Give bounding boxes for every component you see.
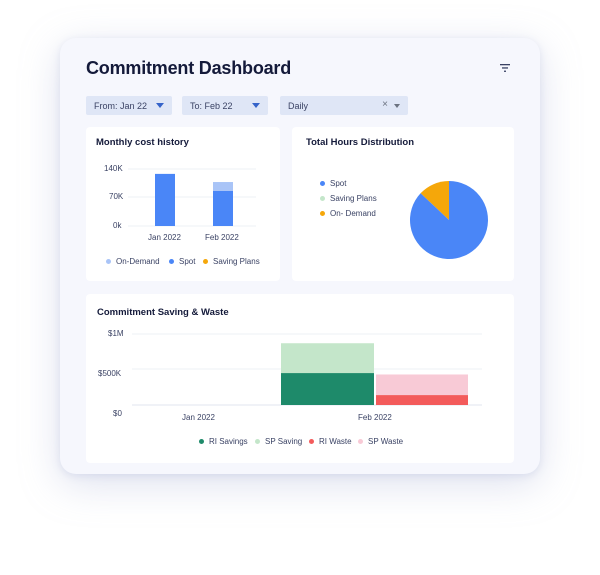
monthly-cost-card: Monthly cost history 140K 70K 0k Jan 202… bbox=[86, 127, 280, 281]
y-tick-label: 0k bbox=[113, 221, 122, 230]
chevron-down-icon bbox=[252, 103, 260, 108]
bar-spot bbox=[155, 173, 175, 226]
from-date-select[interactable]: From: Jan 22 bbox=[86, 96, 172, 115]
chevron-down-icon bbox=[394, 104, 400, 108]
bar-sp-waste bbox=[376, 374, 468, 396]
legend-dot bbox=[203, 259, 208, 264]
legend-item-sp-saving: SP Saving bbox=[255, 437, 302, 446]
x-tick-label: Feb 2022 bbox=[358, 413, 392, 422]
page-title: Commitment Dashboard bbox=[86, 58, 292, 78]
legend-label: SP Saving bbox=[265, 437, 303, 446]
legend-label: Saving Plans bbox=[213, 257, 260, 266]
legend-item-spot: Spot bbox=[320, 179, 346, 188]
hours-distribution-card: Total Hours Distribution Spot Saving Pla… bbox=[292, 127, 514, 281]
x-tick-label: Feb 2022 bbox=[205, 233, 239, 242]
legend-label: RI Waste bbox=[319, 437, 352, 446]
y-tick-label: $1M bbox=[108, 329, 124, 338]
legend-label: On- Demand bbox=[330, 209, 376, 218]
monthly-cost-chart bbox=[128, 168, 256, 227]
y-tick-label: $0 bbox=[113, 409, 122, 418]
y-tick-label: $500K bbox=[98, 369, 122, 378]
granularity-label: Daily bbox=[288, 100, 309, 111]
granularity-select[interactable]: Daily × bbox=[280, 96, 408, 115]
legend-dot bbox=[320, 211, 325, 216]
filter-icon[interactable] bbox=[498, 62, 512, 74]
legend-label: SP Waste bbox=[368, 437, 404, 446]
hours-pie-chart bbox=[410, 181, 488, 259]
legend-dot bbox=[106, 259, 111, 264]
card-title: Monthly cost history bbox=[96, 137, 189, 148]
legend-dot bbox=[255, 439, 260, 444]
bar-ri-waste bbox=[376, 395, 468, 405]
bar-on-demand bbox=[213, 182, 233, 191]
chevron-down-icon bbox=[156, 103, 164, 108]
legend-label: Saving Plans bbox=[330, 194, 377, 203]
legend-dot bbox=[320, 196, 325, 201]
legend-item-saving-plans: Saving Plans bbox=[203, 257, 260, 266]
pie-slice-on-demand bbox=[420, 181, 449, 220]
legend-dot bbox=[309, 439, 314, 444]
legend-item-saving-plans: Saving Plans bbox=[320, 194, 377, 203]
legend-label: On-Demand bbox=[116, 257, 160, 266]
x-tick-label: Jan 2022 bbox=[182, 413, 215, 422]
legend-dot bbox=[169, 259, 174, 264]
bar-spot bbox=[213, 190, 233, 226]
from-date-label: From: Jan 22 bbox=[94, 100, 148, 111]
commitment-chart bbox=[132, 333, 482, 406]
legend-dot bbox=[199, 439, 204, 444]
commitment-card: Commitment Saving & Waste $1M $500K $0 J… bbox=[86, 294, 514, 463]
legend-dot bbox=[358, 439, 363, 444]
legend-label: Spot bbox=[179, 257, 196, 266]
legend-dot bbox=[320, 181, 325, 186]
y-tick-label: 140K bbox=[104, 164, 123, 173]
clear-icon[interactable]: × bbox=[382, 99, 388, 110]
legend-item-ri-waste: RI Waste bbox=[309, 437, 352, 446]
legend-item-on-demand: On-Demand bbox=[106, 257, 160, 266]
legend-label: Spot bbox=[330, 179, 347, 188]
legend-item-spot: Spot bbox=[169, 257, 195, 266]
legend-item-ri-savings: RI Savings bbox=[199, 437, 248, 446]
bar-ri-savings bbox=[281, 373, 374, 405]
legend-item-on-demand: On- Demand bbox=[320, 209, 376, 218]
card-title: Commitment Saving & Waste bbox=[97, 307, 229, 318]
legend-item-sp-waste: SP Waste bbox=[358, 437, 403, 446]
card-title: Total Hours Distribution bbox=[306, 137, 415, 148]
y-tick-label: 70K bbox=[109, 192, 124, 201]
legend-label: RI Savings bbox=[209, 437, 248, 446]
bar-sp-saving bbox=[281, 343, 374, 374]
to-date-select[interactable]: To: Feb 22 bbox=[182, 96, 268, 115]
to-date-label: To: Feb 22 bbox=[190, 100, 233, 111]
pie-slice-spot bbox=[410, 181, 488, 259]
x-tick-label: Jan 2022 bbox=[148, 233, 181, 242]
